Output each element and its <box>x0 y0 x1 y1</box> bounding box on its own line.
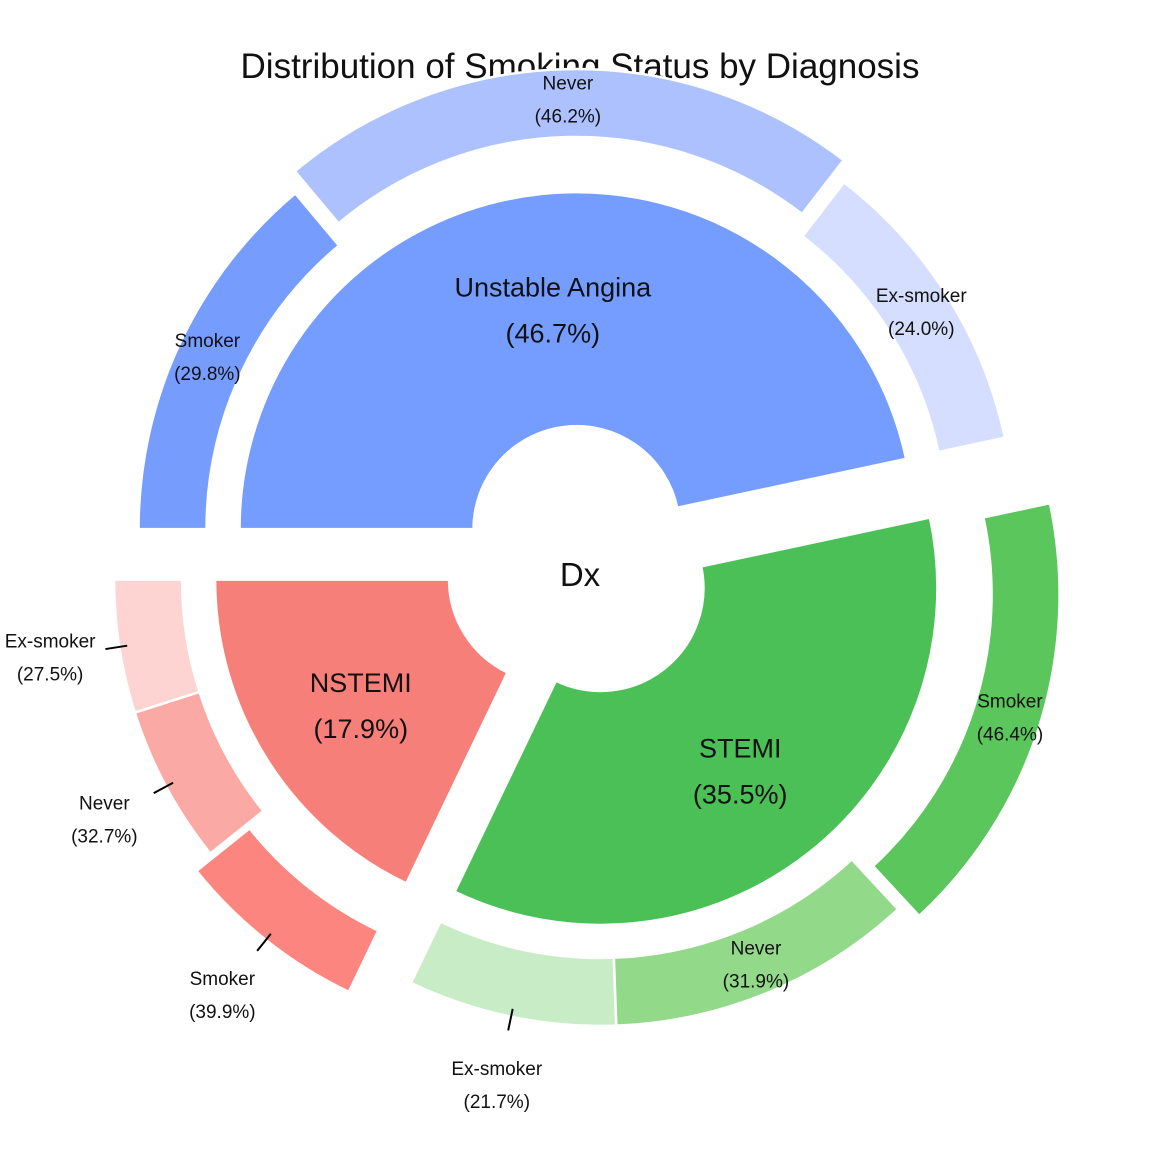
slice-labels: NSTEMI (17.9%) Ex-smoker (27.5%) Never (32.7%… <box>5 74 1044 1114</box>
outer-percent-unstable-angina-never: (46.2%) <box>535 107 602 128</box>
outer-slice-nstemi-smoker <box>194 826 380 994</box>
leader-line-nstemi-ex-smoker <box>105 644 128 651</box>
outer-slice-nstemi-never <box>133 690 266 856</box>
outer-slice-stemi-smoker <box>871 501 1061 918</box>
outer-slice-unstable-angina-smoker <box>137 191 341 531</box>
inner-percent-nstemi: (17.9%) <box>314 714 409 744</box>
inner-percent-unstable-angina: (46.7%) <box>506 318 601 348</box>
inner-ring <box>213 190 939 927</box>
inner-slice-stemi <box>453 516 939 927</box>
center-label: Dx <box>560 556 601 593</box>
outer-label-unstable-angina-ex-smoker: Ex-smoker <box>876 286 967 307</box>
inner-label-nstemi: NSTEMI <box>310 668 412 698</box>
outer-slice-stemi-never <box>612 857 900 1027</box>
leader-line-nstemi-smoker <box>256 933 272 952</box>
outer-label-nstemi-ex-smoker: Ex-smoker <box>5 632 96 653</box>
outer-slice-stemi-ex-smoker <box>409 919 618 1028</box>
outer-label-nstemi-never: Never <box>79 794 130 815</box>
outer-slice-unstable-angina-ex-smoker <box>800 180 1007 454</box>
leader-line-stemi-ex-smoker <box>507 1008 514 1031</box>
inner-label-stemi: STEMI <box>699 734 782 764</box>
outer-percent-stemi-never: (31.9%) <box>723 971 790 992</box>
leader-line-nstemi-never <box>153 781 174 795</box>
outer-percent-nstemi-smoker: (39.9%) <box>189 1002 256 1023</box>
inner-percent-stemi: (35.5%) <box>693 780 788 810</box>
outer-ring <box>112 67 1061 1028</box>
outer-label-unstable-angina-never: Never <box>543 74 594 95</box>
outer-label-stemi-ex-smoker: Ex-smoker <box>451 1059 542 1080</box>
outer-percent-nstemi-ex-smoker: (27.5%) <box>17 665 84 686</box>
inner-label-unstable-angina: Unstable Angina <box>454 272 652 302</box>
outer-percent-stemi-smoker: (46.4%) <box>977 725 1044 746</box>
outer-slice-unstable-angina-never <box>293 67 846 226</box>
inner-slice-nstemi <box>213 578 510 886</box>
outer-label-nstemi-smoker: Smoker <box>190 969 256 990</box>
inner-slice-unstable-angina <box>238 190 908 531</box>
outer-percent-unstable-angina-ex-smoker: (24.0%) <box>888 319 955 340</box>
outer-label-stemi-never: Never <box>731 938 782 959</box>
outer-percent-nstemi-never: (32.7%) <box>71 827 138 848</box>
leader-lines <box>105 644 514 1031</box>
outer-label-unstable-angina-smoker: Smoker <box>175 331 241 352</box>
outer-percent-unstable-angina-smoker: (29.8%) <box>174 364 241 385</box>
outer-percent-stemi-ex-smoker: (21.7%) <box>464 1092 531 1113</box>
outer-label-stemi-smoker: Smoker <box>977 692 1043 713</box>
